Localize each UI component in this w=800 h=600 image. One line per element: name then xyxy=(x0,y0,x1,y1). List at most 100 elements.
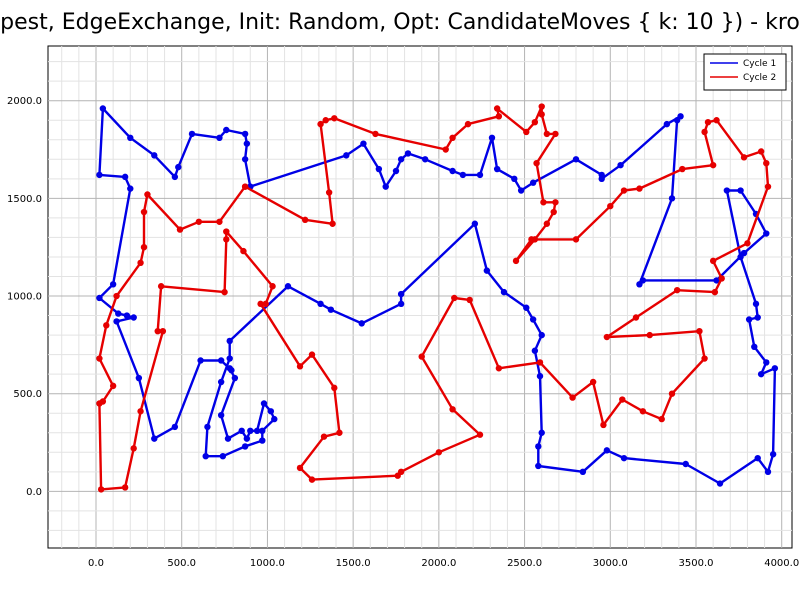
cycle-2-point xyxy=(701,128,708,136)
y-tick-label: 1500.0 xyxy=(7,194,42,205)
x-tick-label: 3000.0 xyxy=(593,558,628,569)
cycle-1-point xyxy=(471,220,479,227)
cycle-2-point xyxy=(331,384,338,392)
x-tick-label: 500.0 xyxy=(167,558,196,569)
cycle-1-point xyxy=(754,314,761,321)
cycle-2-point xyxy=(262,300,269,308)
cycle-1-point xyxy=(109,281,117,288)
cycle-2-point xyxy=(97,486,105,493)
cycle-1-point xyxy=(397,156,405,163)
cycle-2-line xyxy=(98,105,770,491)
cycle-2-point xyxy=(331,115,338,122)
cycle-2-point xyxy=(713,117,720,124)
cycle-2-point xyxy=(701,355,708,362)
cycle-2-point xyxy=(607,202,614,210)
cycle-2-point xyxy=(603,333,611,341)
cycle-2-point xyxy=(372,130,379,138)
cycle-1-point xyxy=(392,167,400,175)
cycle-1-point xyxy=(529,179,537,186)
cycle-2-point xyxy=(711,288,719,296)
cycle-1-point xyxy=(716,480,724,487)
cycle-1-point xyxy=(360,140,367,147)
cycle-1-point xyxy=(751,343,758,351)
cycle-1-point xyxy=(397,300,405,308)
cycle-2-point xyxy=(550,208,557,216)
cycle-2-point xyxy=(96,355,103,362)
cycle-1-point xyxy=(603,447,611,454)
cycle-1-point xyxy=(171,423,179,431)
cycle-1-point xyxy=(740,249,748,257)
cycle-2-point xyxy=(103,322,110,329)
cycle-1-point xyxy=(617,161,624,169)
cycle-2-point xyxy=(619,396,626,403)
cycle-2-point xyxy=(495,113,503,120)
cycle-2-point xyxy=(673,286,681,294)
cycle-2-point xyxy=(121,484,129,491)
cycle-2-point xyxy=(744,240,751,247)
cycle-2-point xyxy=(538,111,545,118)
cycle-1-point xyxy=(226,337,233,345)
cycle-1-point xyxy=(493,165,501,173)
cycle-2-point xyxy=(296,363,304,370)
cycle-1-point xyxy=(713,277,720,284)
cycle-2-point xyxy=(639,408,647,415)
cycle-2-point xyxy=(600,421,607,429)
cycle-2-point xyxy=(435,449,443,456)
cycle-2-point xyxy=(216,218,223,225)
cycle-1-point xyxy=(754,454,761,462)
cycle-2-point xyxy=(531,118,539,126)
x-tick-label: 0.0 xyxy=(88,558,104,569)
cycle-2-point xyxy=(538,103,545,110)
cycle-1-point xyxy=(259,427,266,435)
cycle-2-point xyxy=(176,226,184,233)
cycle-2-point xyxy=(130,445,137,452)
cycle-1-point xyxy=(197,357,204,364)
cycle-2-point xyxy=(646,331,653,339)
cycle-1-point xyxy=(535,462,542,470)
cycle-1-point xyxy=(538,429,545,436)
x-tick-label: 3500.0 xyxy=(679,558,714,569)
cycle-2-point xyxy=(528,236,535,243)
cycle-2-point xyxy=(495,365,503,372)
cycle-2-point xyxy=(757,148,765,155)
cycle-1-point xyxy=(745,316,753,323)
cycle-1-point xyxy=(317,300,324,308)
cycle-2-point xyxy=(329,220,336,227)
x-tick-label: 2500.0 xyxy=(507,558,542,569)
cycle-2-point xyxy=(308,476,316,483)
cycle-2-point xyxy=(764,183,772,190)
cycle-1-point xyxy=(677,113,684,120)
cycle-2-point xyxy=(493,105,501,112)
cycle-1-point xyxy=(241,156,249,163)
cycle-2-point xyxy=(533,159,540,167)
cycle-1-point xyxy=(113,318,120,325)
cycle-1-point xyxy=(752,300,760,308)
cycle-2-point xyxy=(241,183,249,190)
cycle-2-point xyxy=(451,294,458,302)
cycle-1-point xyxy=(598,171,605,179)
cycle-1-point xyxy=(96,171,103,179)
cycle-1-point xyxy=(511,175,518,183)
cycle-1-point xyxy=(171,173,179,181)
cycle-1-point xyxy=(151,152,158,159)
cycle-1-point xyxy=(96,294,103,302)
cycle-2-point xyxy=(718,275,725,282)
cycle-2-point xyxy=(572,236,580,243)
cycle-1-point xyxy=(620,454,628,462)
cycle-1-point xyxy=(259,437,266,444)
cycle-2-point xyxy=(394,472,401,479)
cycle-2-point xyxy=(696,327,703,335)
cycle-1-point xyxy=(737,187,744,194)
cycle-1-point xyxy=(217,411,225,419)
cycle-2-point xyxy=(140,208,148,216)
cycle-1-point xyxy=(375,165,383,173)
cycle-1-point xyxy=(327,306,335,313)
cycle-2-point xyxy=(320,433,328,440)
cycle-2-point xyxy=(109,382,117,390)
cycle-1-point xyxy=(517,187,525,194)
cycle-2-point xyxy=(569,394,576,401)
cycle-1-point xyxy=(217,378,225,386)
cycle-1-point xyxy=(271,415,278,423)
cycle-1-point xyxy=(115,310,122,317)
cycle-1-point xyxy=(397,290,405,298)
